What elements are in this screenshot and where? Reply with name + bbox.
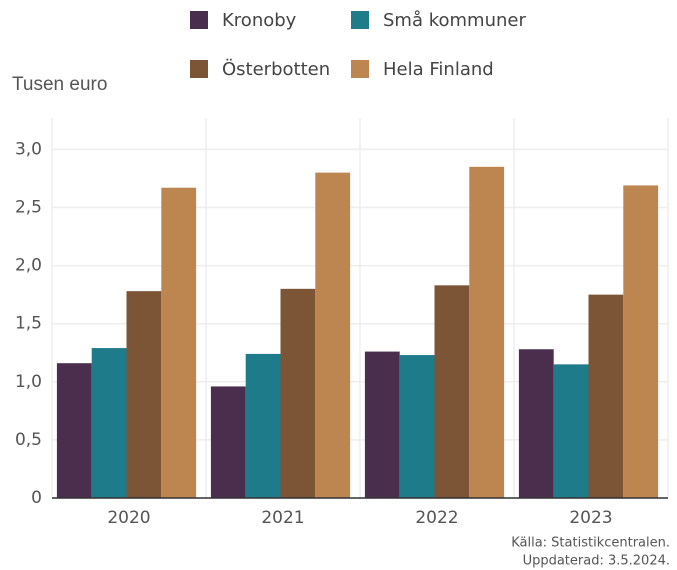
x-tick-label: 2022 (415, 508, 458, 528)
y-tick-label: 2,5 (15, 197, 42, 217)
y-tick-label: 0,5 (15, 430, 42, 450)
bar (623, 185, 659, 498)
legend-swatch (190, 60, 208, 78)
bar (399, 355, 435, 498)
x-tick-label: 2020 (107, 508, 150, 528)
x-tick-label: 2023 (569, 508, 612, 528)
source-note: Uppdaterad: 3.5.2024. (523, 554, 670, 569)
bar (518, 349, 554, 498)
bar (245, 353, 281, 498)
y-tick-label: 0 (31, 488, 42, 508)
legend-swatch (351, 11, 369, 29)
legend-label: Hela Finland (383, 59, 494, 80)
bar (56, 363, 92, 498)
y-tick-label: 1,5 (15, 314, 42, 334)
bar (588, 294, 624, 498)
y-axis-label: Tusen euro (12, 74, 107, 95)
x-tick-label: 2021 (261, 508, 304, 528)
bar (91, 348, 127, 498)
bar (315, 172, 351, 498)
bar (126, 291, 162, 498)
bar (210, 386, 246, 498)
legend-swatch (190, 11, 208, 29)
legend-label: Kronoby (222, 10, 297, 31)
bar (161, 187, 197, 498)
y-tick-label: 1,0 (15, 372, 42, 392)
y-tick-label: 3,0 (15, 139, 42, 159)
y-tick-label: 2,0 (15, 256, 42, 276)
bar (553, 364, 589, 498)
legend-swatch (351, 60, 369, 78)
legend-label: Österbotten (222, 58, 330, 80)
source-note: Källa: Statistikcentralen. (511, 536, 670, 551)
bar (434, 285, 470, 498)
bar (469, 166, 505, 498)
legend-label: Små kommuner (383, 10, 526, 31)
bar (280, 288, 316, 498)
bar (364, 351, 400, 498)
